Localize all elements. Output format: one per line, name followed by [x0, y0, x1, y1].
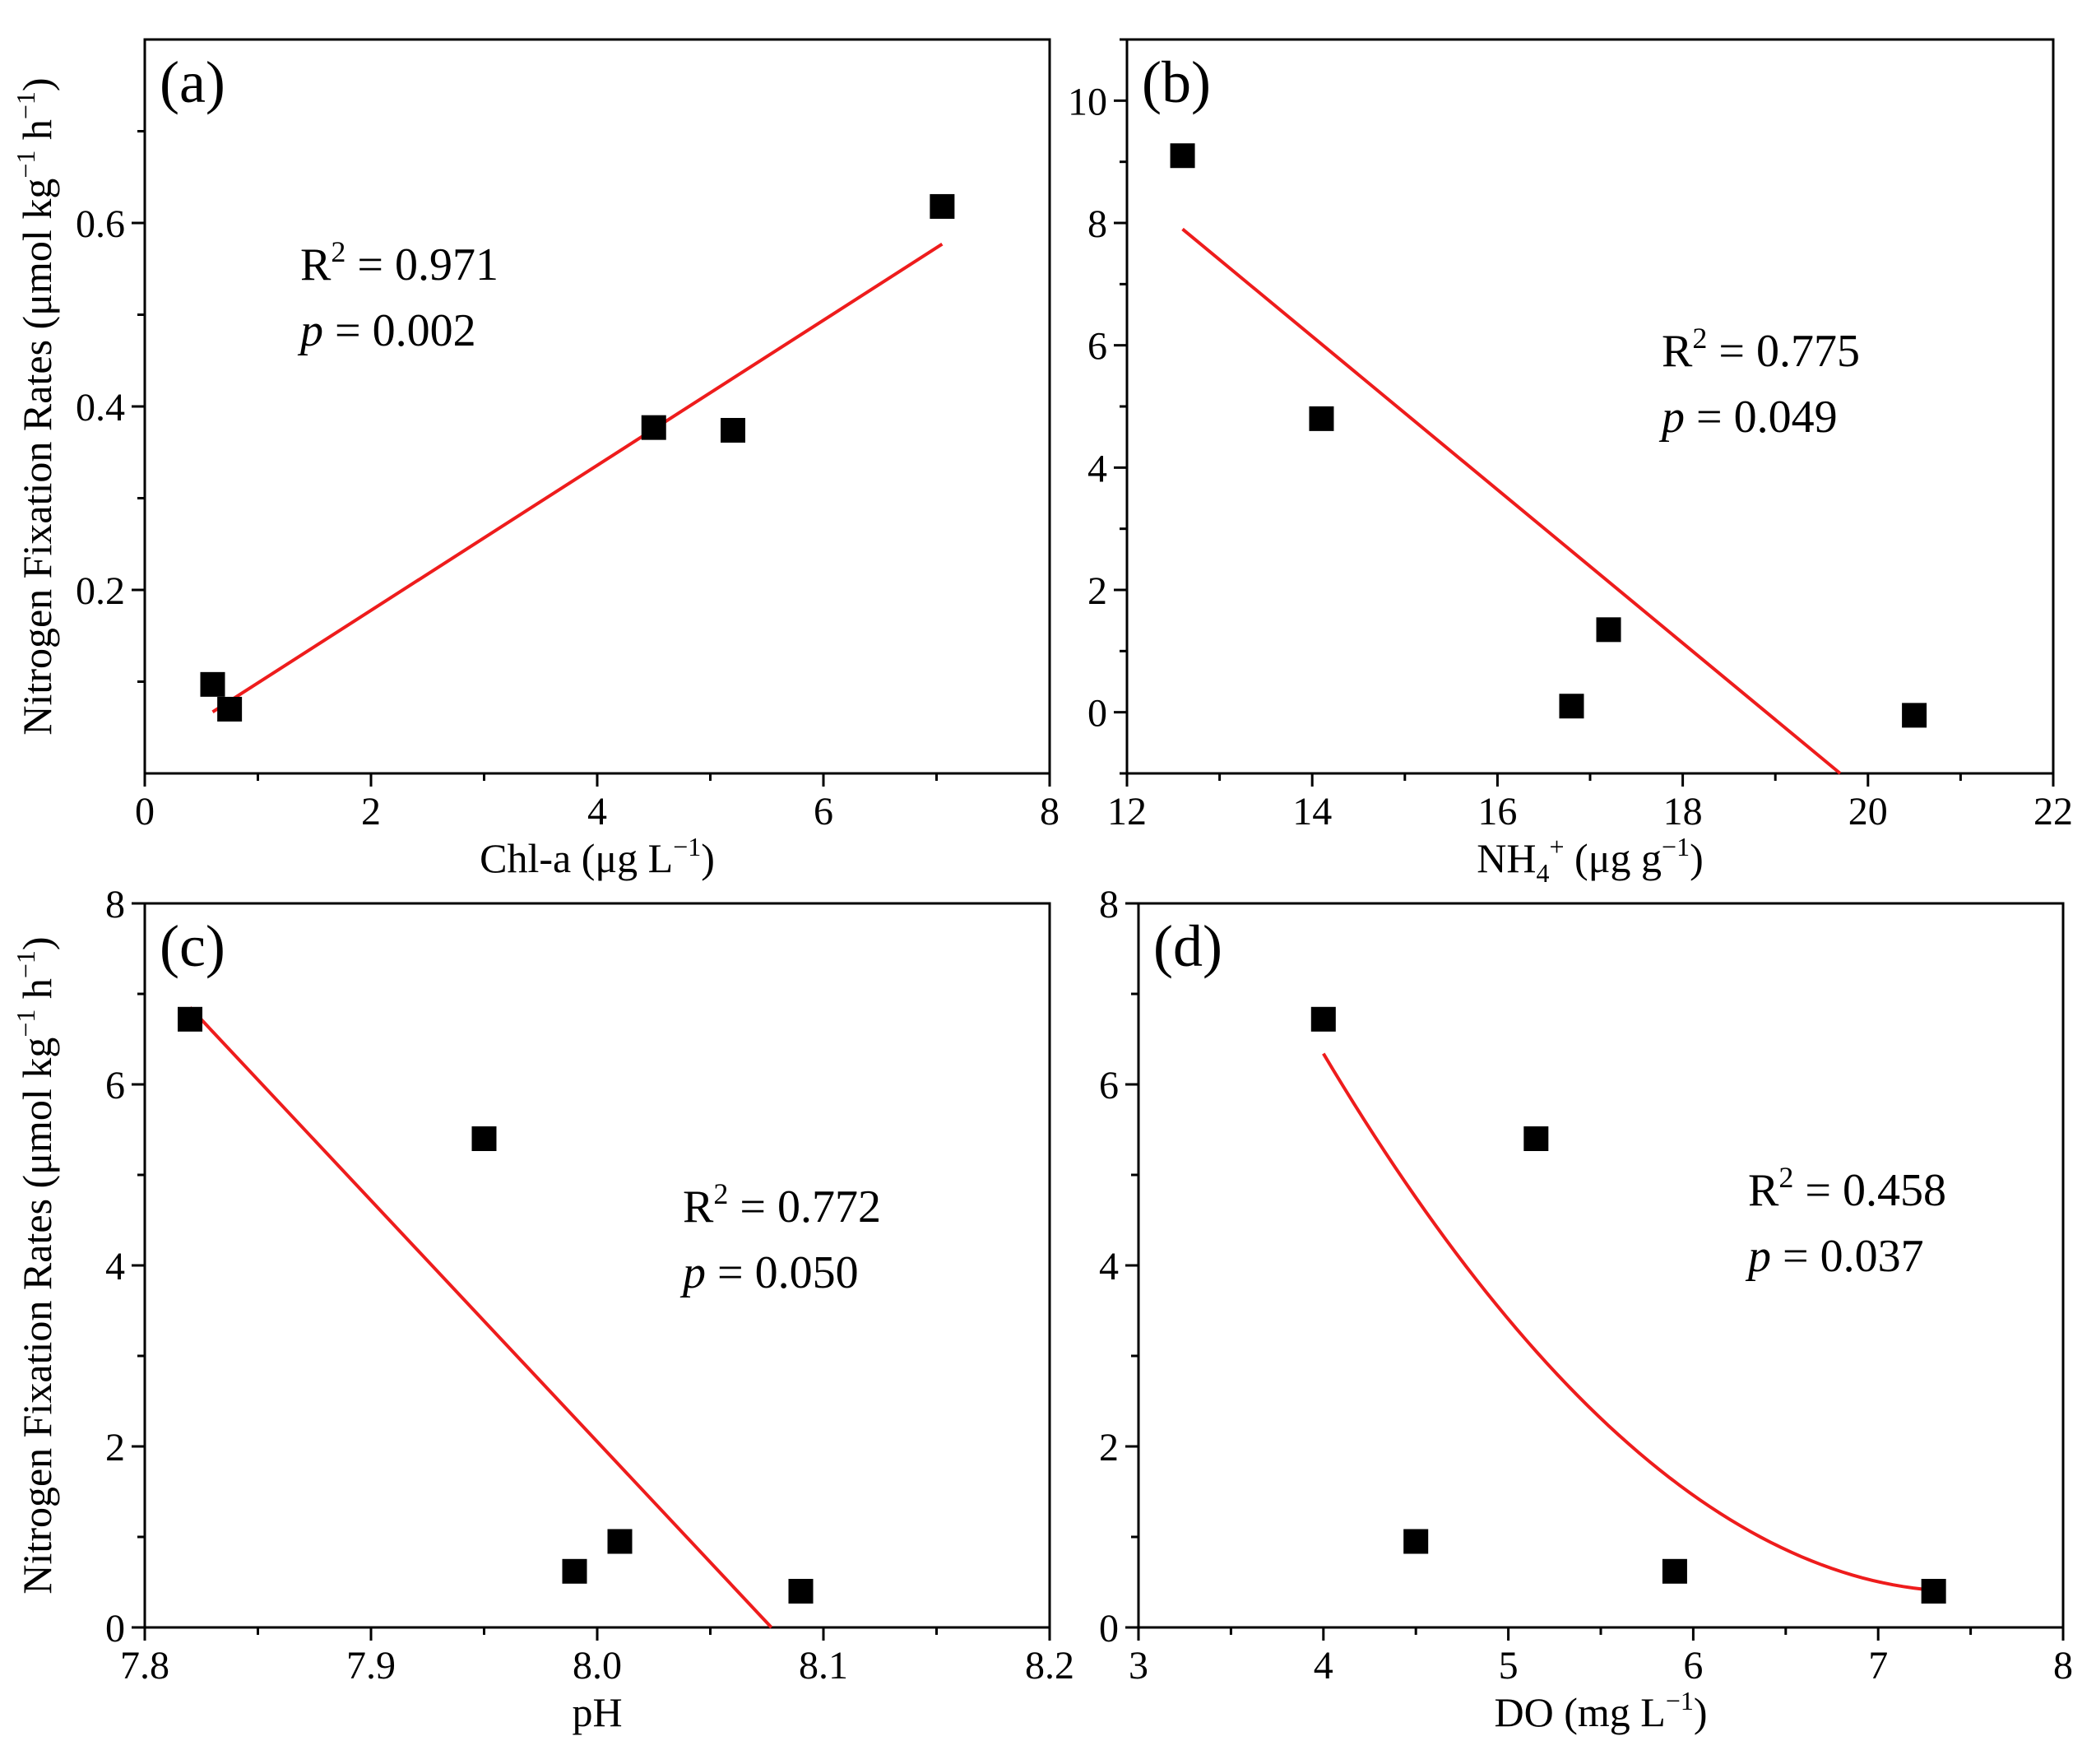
y-tick-label: 2	[1087, 569, 1107, 613]
data-point	[200, 671, 225, 697]
chart-panel-3: 7.8 7.9 8.0 8.1 8.2 0 2 4 6 8 (c) R2 = 0.772 p = 0.0…	[11, 883, 1074, 1735]
panel-label: (a)	[160, 49, 225, 115]
data-point	[1523, 1126, 1549, 1151]
x-axis-label: Chl-a (μg L−1)	[480, 832, 715, 881]
y-tick-label: 0.6	[76, 202, 125, 246]
x-tick-label: 18	[1663, 790, 1703, 833]
x-tick-label: 8.2	[1025, 1644, 1074, 1687]
plot-frame	[1125, 38, 2055, 775]
r-squared-label: R2 = 0.772	[683, 1177, 881, 1232]
data-point	[1310, 1006, 1336, 1032]
data-point	[641, 415, 666, 440]
x-tick-label: 6	[814, 790, 833, 833]
plot-frame	[1137, 902, 2065, 1629]
p-value-label: p = 0.037	[1745, 1231, 1924, 1282]
y-tick-label: 2	[105, 1426, 125, 1469]
x-tick-label: 8	[1040, 790, 1060, 833]
data-point	[607, 1529, 633, 1554]
chart-panel-2: 12 14 16 18 20 22 0 2 4 6 8 10 (b) R2 = 0.775 p = 0.04…	[1068, 38, 2073, 888]
x-tick-label: 4	[1314, 1644, 1333, 1687]
y-tick-label: 6	[105, 1064, 125, 1107]
data-point	[1170, 143, 1195, 169]
panel-label: (c)	[160, 913, 225, 979]
x-tick-label: 7.9	[346, 1644, 396, 1687]
x-tick-label: 14	[1292, 790, 1332, 833]
x-tick-label: 2	[361, 790, 381, 833]
y-tick-label: 0	[1099, 1607, 1119, 1650]
data-point	[721, 417, 745, 443]
data-point	[788, 1579, 814, 1604]
y-tick-label: 0.4	[76, 386, 125, 429]
y-tick-label: 4	[105, 1245, 125, 1288]
data-point	[562, 1558, 587, 1584]
x-tick-label: 6	[1683, 1644, 1703, 1687]
panel-label: (b)	[1142, 49, 1211, 115]
plot-frame	[143, 38, 1051, 775]
data-point	[217, 696, 243, 722]
r-squared-label: R2 = 0.775	[1662, 322, 1860, 377]
x-tick-label: 0	[135, 790, 155, 833]
fit-line	[188, 1006, 773, 1629]
x-tick-label: 8.0	[573, 1644, 622, 1687]
y-tick-label: 6	[1087, 325, 1107, 369]
x-tick-label: 20	[1848, 790, 1888, 833]
data-point	[471, 1126, 497, 1151]
data-point	[1403, 1529, 1429, 1554]
y-tick-label: 8	[1099, 883, 1119, 926]
plot-frame	[143, 902, 1051, 1629]
y-axis-label: Nitrogen Fixation Rates (μmol kg−1 h−1)	[11, 77, 60, 735]
x-tick-label: 4	[587, 790, 607, 833]
y-tick-label: 0.2	[76, 569, 125, 613]
x-axis-label: NH4+ (μg g−1)	[1477, 832, 1703, 888]
chart-panel-4: 3 4 5 6 7 8 0 2 4 6 8 (d) R2 = 0.458 p = 0.037 DO (mg …	[1099, 883, 2073, 1735]
y-tick-label: 0	[1087, 692, 1107, 736]
y-tick-label: 2	[1099, 1426, 1119, 1469]
x-tick-label: 3	[1129, 1644, 1148, 1687]
y-tick-label: 0	[105, 1607, 125, 1650]
r-squared-label: R2 = 0.458	[1748, 1161, 1946, 1216]
data-point	[178, 1006, 202, 1032]
x-tick-label: 7.8	[120, 1644, 169, 1687]
data-point	[1559, 694, 1584, 719]
x-tick-label: 8	[2053, 1644, 2073, 1687]
x-tick-label: 5	[1499, 1644, 1519, 1687]
y-tick-label: 4	[1087, 447, 1107, 490]
p-value-label: p = 0.002	[297, 305, 476, 356]
x-tick-label: 12	[1107, 790, 1147, 833]
y-tick-label: 10	[1068, 80, 1107, 123]
data-point	[1902, 703, 1927, 728]
r-squared-label: R2 = 0.971	[300, 235, 498, 290]
x-axis-label: DO (mg L−1)	[1494, 1686, 1707, 1735]
panel-label: (d)	[1153, 913, 1222, 979]
x-tick-label: 22	[2033, 790, 2073, 833]
fit-line	[1322, 1052, 1934, 1592]
fit-line	[1181, 227, 1842, 775]
y-tick-label: 6	[1099, 1064, 1119, 1107]
x-tick-label: 7	[1868, 1644, 1888, 1687]
y-tick-label: 4	[1099, 1245, 1119, 1288]
data-point	[1662, 1558, 1687, 1584]
y-tick-label: 8	[1087, 202, 1107, 246]
p-value-label: p = 0.049	[1658, 392, 1838, 443]
y-tick-label: 8	[105, 883, 125, 926]
x-axis-label: pH	[572, 1689, 622, 1735]
y-axis-label: Nitrogen Fixation Rates (μmol kg−1 h−1)	[11, 936, 60, 1594]
x-tick-label: 16	[1477, 790, 1517, 833]
data-point	[1921, 1579, 1946, 1604]
p-value-label: p = 0.050	[679, 1247, 859, 1298]
data-point	[1309, 406, 1334, 431]
chart-panel-1: 0 2 4 6 8 0.2 0.4 0.6 (a) R2 = 0.971 p = 0.002 Chl-…	[11, 38, 1060, 881]
fit-line	[211, 242, 944, 713]
data-point	[930, 193, 955, 219]
x-tick-label: 8.1	[799, 1644, 848, 1687]
data-point	[1596, 617, 1621, 643]
